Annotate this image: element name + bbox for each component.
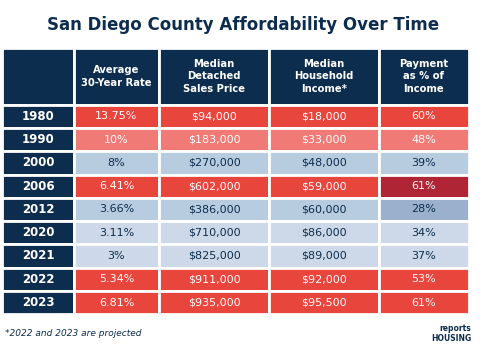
Text: 3.11%: 3.11% [99, 228, 134, 238]
Text: $270,000: $270,000 [188, 158, 241, 168]
Text: $59,000: $59,000 [301, 181, 347, 191]
Text: $710,000: $710,000 [188, 228, 241, 238]
Text: $183,000: $183,000 [188, 135, 241, 144]
Text: 3%: 3% [107, 251, 125, 261]
Text: $94,000: $94,000 [191, 111, 237, 121]
Text: $386,000: $386,000 [188, 204, 241, 214]
Text: 37%: 37% [412, 251, 436, 261]
Text: Average
30-Year Rate: Average 30-Year Rate [81, 65, 152, 88]
Text: Payment
as % of
Income: Payment as % of Income [399, 59, 449, 94]
Text: 39%: 39% [412, 158, 436, 168]
Text: 8%: 8% [107, 158, 125, 168]
Text: Median
Detached
Sales Price: Median Detached Sales Price [183, 59, 245, 94]
Text: 6.81%: 6.81% [99, 297, 134, 307]
Text: $602,000: $602,000 [188, 181, 241, 191]
Text: 2012: 2012 [22, 203, 54, 216]
Text: $825,000: $825,000 [188, 251, 241, 261]
Text: 1990: 1990 [22, 133, 54, 146]
Text: 1980: 1980 [22, 110, 54, 123]
Text: $92,000: $92,000 [301, 274, 347, 284]
Text: $48,000: $48,000 [301, 158, 347, 168]
Text: $60,000: $60,000 [301, 204, 347, 214]
Text: 5.34%: 5.34% [99, 274, 134, 284]
Text: 2023: 2023 [22, 296, 54, 309]
Text: 61%: 61% [412, 297, 436, 307]
Text: $95,500: $95,500 [301, 297, 347, 307]
Text: reports
HOUSING: reports HOUSING [431, 324, 471, 343]
Text: 2006: 2006 [22, 180, 54, 193]
Text: $935,000: $935,000 [188, 297, 241, 307]
Text: $89,000: $89,000 [301, 251, 347, 261]
Text: $86,000: $86,000 [301, 228, 347, 238]
Text: *2022 and 2023 are projected: *2022 and 2023 are projected [5, 329, 141, 338]
Text: 2020: 2020 [22, 226, 54, 239]
Text: $18,000: $18,000 [301, 111, 347, 121]
Text: 61%: 61% [412, 181, 436, 191]
Text: 28%: 28% [412, 204, 436, 214]
Text: 10%: 10% [104, 135, 129, 144]
Text: $911,000: $911,000 [188, 274, 241, 284]
Text: 48%: 48% [412, 135, 436, 144]
Text: 2021: 2021 [22, 250, 54, 262]
Text: 2022: 2022 [22, 273, 54, 286]
Text: Median
Household
Income*: Median Household Income* [294, 59, 353, 94]
Text: 13.75%: 13.75% [95, 111, 138, 121]
Text: $33,000: $33,000 [301, 135, 347, 144]
Text: 60%: 60% [412, 111, 436, 121]
Text: 3.66%: 3.66% [99, 204, 134, 214]
Text: 53%: 53% [412, 274, 436, 284]
Text: 2000: 2000 [22, 157, 54, 169]
Text: San Diego County Affordability Over Time: San Diego County Affordability Over Time [47, 16, 439, 34]
Text: 6.41%: 6.41% [99, 181, 134, 191]
Text: 34%: 34% [412, 228, 436, 238]
